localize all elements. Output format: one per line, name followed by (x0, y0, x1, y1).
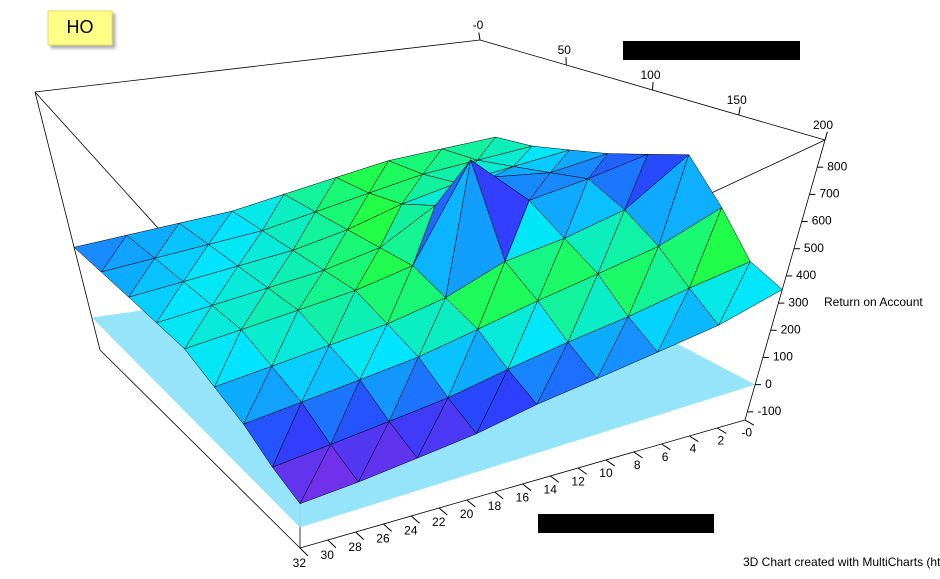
z-tick-label: 600 (812, 214, 832, 228)
x-tick-label: -0 (473, 18, 484, 32)
z-tick-label: 800 (827, 159, 847, 173)
surface-cell (657, 287, 719, 353)
z-tick-label: 300 (788, 295, 808, 309)
y-tick-label: 16 (516, 491, 530, 505)
y-tick-label: 30 (321, 548, 335, 562)
y-tick-label: 10 (599, 466, 613, 480)
y-tick-label: 28 (348, 540, 362, 554)
y-tick-label: 2 (717, 434, 724, 448)
y-tick-label: 20 (460, 507, 474, 521)
y-tick (410, 515, 420, 524)
y-tick-label: 26 (376, 532, 390, 546)
title-box (47, 10, 113, 46)
credit: 3D Chart created with MultiCharts (ht (743, 555, 940, 569)
z-tick-label: -100 (757, 404, 781, 418)
x-tick (824, 131, 828, 141)
surface-cell (358, 421, 418, 483)
x-tick-label: 150 (727, 93, 747, 107)
surface-cell (476, 369, 538, 434)
box-edge (34, 91, 101, 351)
y-tick-label: 14 (544, 483, 558, 497)
box-edge (34, 39, 481, 93)
y-tick-label: 6 (662, 450, 669, 464)
y-tick-label: -0 (741, 425, 752, 439)
y-tick (689, 435, 699, 442)
y-tick (466, 499, 476, 508)
chart-title: HO (67, 17, 94, 37)
front-layer: -050100150200-02468101214161820222426283… (293, 18, 848, 570)
y-tick (494, 491, 504, 500)
x-tick-label: 200 (813, 118, 833, 132)
z-tick-label: 500 (804, 241, 824, 255)
box-edge (99, 349, 301, 549)
y-tick-label: 18 (488, 499, 502, 513)
z-tick-label: 200 (781, 322, 801, 336)
y-tick (299, 547, 309, 557)
x-tick (738, 106, 741, 116)
y-tick (550, 475, 560, 483)
surface-cell (417, 397, 477, 459)
x-tick (652, 82, 654, 91)
y-tick (605, 459, 615, 467)
y-tick (438, 507, 448, 516)
y-tick (383, 523, 392, 532)
z-tick-label: 100 (773, 350, 793, 364)
x-tick (478, 32, 481, 41)
y-tick (744, 419, 755, 426)
y-tick-label: 8 (634, 458, 641, 472)
y-tick-label: 22 (432, 515, 446, 529)
surface-cell (536, 341, 598, 405)
x-tick-label: 100 (640, 68, 660, 82)
surface-cell (718, 261, 783, 326)
redaction (623, 41, 800, 60)
z-tick-label: 0 (765, 377, 772, 391)
redaction (538, 514, 714, 533)
y-tick (577, 467, 588, 475)
y-tick-label: 32 (293, 556, 307, 570)
z-tick-label: 700 (819, 187, 839, 201)
z-axis-label: Return on Account (824, 295, 923, 309)
y-tick-label: 24 (404, 523, 418, 537)
box-edge (744, 139, 826, 421)
y-tick-label: 4 (690, 442, 697, 456)
surface-cell (596, 316, 658, 379)
x-tick-label: 50 (558, 43, 572, 57)
y-tick (522, 483, 532, 491)
z-tick-label: 400 (796, 268, 816, 282)
y-tick-label: 12 (571, 474, 585, 488)
surface (73, 136, 783, 504)
y-tick (327, 539, 337, 549)
y-tick (661, 443, 671, 451)
y-tick (633, 451, 643, 459)
y-tick (716, 427, 727, 434)
surface-cell (299, 444, 359, 504)
y-tick (355, 531, 365, 540)
